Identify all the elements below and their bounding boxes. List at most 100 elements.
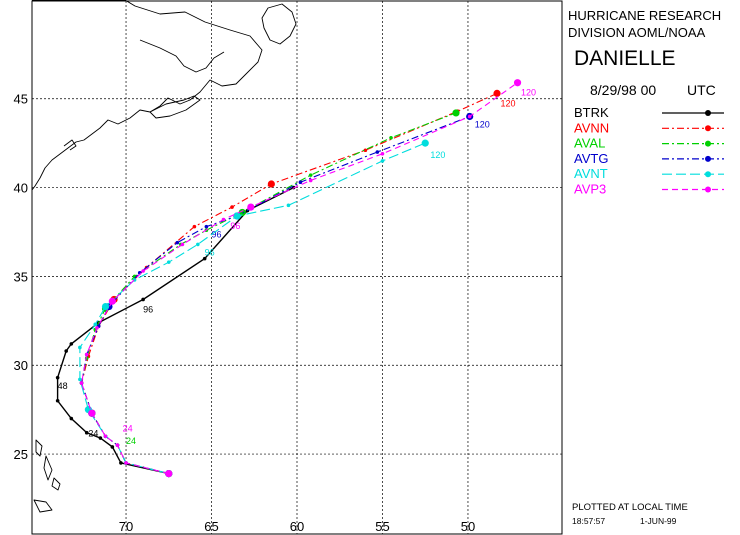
x-tick-label: 55 xyxy=(375,519,389,534)
track-point-avp3 xyxy=(513,79,522,87)
legend-marker xyxy=(705,171,711,178)
coastline-newfoundland xyxy=(261,3,297,45)
island-bahamas-1 xyxy=(35,439,43,457)
track-avp3: 120 96 24 xyxy=(79,79,536,478)
plot-date: 1-JUN-99 xyxy=(640,516,677,526)
track-point-avp3 xyxy=(115,443,120,447)
track-line-avp3 xyxy=(81,82,518,475)
track-point-avnt xyxy=(101,302,110,311)
track-point-avnt xyxy=(78,345,82,350)
track-point-btrk xyxy=(141,297,145,302)
track-point-avp3 xyxy=(308,178,313,183)
legend-marker xyxy=(705,125,711,132)
track-point-btrk xyxy=(64,349,68,353)
track-point-btrk xyxy=(84,430,89,435)
track-hour-label-avp3: 24 xyxy=(123,423,133,433)
track-point-avnn xyxy=(267,180,275,188)
x-tick-label: 50 xyxy=(461,519,475,534)
track-point-avp3 xyxy=(247,203,255,211)
track-point-btrk xyxy=(202,256,207,261)
x-tick-label: 60 xyxy=(290,519,304,534)
analysis-date: 8/29/98 00 xyxy=(590,82,656,98)
track-point-avnt xyxy=(421,139,429,147)
track-point-avp3 xyxy=(380,151,385,156)
org-line-2: DIVISION AOML/NOAA xyxy=(568,25,706,40)
track-avtg: 120 96 xyxy=(79,112,490,478)
org-line-1: HURRICANE RESEARCH xyxy=(568,8,721,23)
track-point-avnt xyxy=(380,159,385,163)
time-zone: UTC xyxy=(687,82,716,98)
track-hour-label-avp3: 120 xyxy=(521,88,536,98)
latitude-tick-labels: 25 30 35 40 45 xyxy=(14,92,28,462)
track-hour-label-avtg: 120 xyxy=(475,120,490,130)
track-point-avtg xyxy=(298,180,303,185)
longitude-tick-labels: 70 65 60 55 50 xyxy=(119,519,475,534)
coastline-cape-cod xyxy=(63,139,77,151)
track-hour-label-avp3: 96 xyxy=(230,221,240,231)
x-tick-label: 70 xyxy=(119,519,133,534)
y-tick-label: 30 xyxy=(14,358,28,373)
y-tick-label: 25 xyxy=(14,447,28,462)
legend-marker xyxy=(705,155,711,162)
legend-label: AVNT xyxy=(574,166,608,181)
track-point-avtg xyxy=(204,224,209,229)
legend-label: AVP3 xyxy=(574,182,606,197)
legend-item-avp3: AVP3 xyxy=(574,182,724,197)
track-btrk: 24 48 96 xyxy=(55,185,296,476)
track-point-avtg xyxy=(175,240,180,245)
track-avnn: 120 xyxy=(79,89,515,478)
track-point-avp3 xyxy=(124,461,128,465)
legend-label: AVTG xyxy=(574,151,608,166)
plot-time: 18:57:57 xyxy=(572,516,605,526)
legend-marker xyxy=(705,186,711,193)
track-point-avp3 xyxy=(88,409,96,417)
track-hour-label-avnn: 120 xyxy=(500,98,515,108)
track-point-avnn xyxy=(192,224,197,229)
track-point-btrk xyxy=(110,445,115,449)
legend-item-btrk: BTRK xyxy=(574,105,724,120)
track-point-avp3 xyxy=(221,217,226,222)
legend-marker xyxy=(705,110,711,116)
track-point-avnt xyxy=(166,260,171,264)
y-tick-label: 40 xyxy=(14,181,28,196)
track-line-avtg xyxy=(81,115,470,475)
track-aval: 24 xyxy=(79,109,460,478)
track-point-btrk xyxy=(55,375,60,380)
track-point-btrk xyxy=(98,436,103,440)
lat-lon-grid xyxy=(32,1,562,534)
y-tick-label: 35 xyxy=(14,269,28,284)
track-point-avnt xyxy=(93,322,98,327)
track-point-avnt xyxy=(78,377,82,382)
track-point-avp3 xyxy=(467,114,472,119)
plotted-note: PLOTTED AT LOCAL TIME xyxy=(572,502,688,513)
coastline-nova-scotia xyxy=(149,95,201,119)
map-border xyxy=(31,0,563,535)
track-point-btrk xyxy=(119,461,123,465)
track-point-aval xyxy=(452,109,460,117)
track-point-avtg xyxy=(375,150,380,154)
track-point-avnt xyxy=(196,242,200,247)
track-point-avp3 xyxy=(165,469,173,478)
x-tick-label: 65 xyxy=(204,519,218,534)
track-hour-label-avnt: 120 xyxy=(430,150,445,160)
track-point-avnt xyxy=(286,203,291,208)
y-tick-label: 45 xyxy=(14,92,28,107)
track-hour-label-avnt: 96 xyxy=(205,248,215,258)
track-point-avp3 xyxy=(84,352,89,357)
track-point-avp3 xyxy=(103,434,108,439)
track-point-btrk xyxy=(69,342,74,346)
track-point-avnt xyxy=(233,212,241,220)
legend-item-aval: AVAL xyxy=(574,136,724,151)
legend-item-avnn: AVNN xyxy=(574,120,724,135)
track-point-avnn xyxy=(363,148,368,153)
storm-name: DANIELLE xyxy=(574,47,676,70)
track-point-avp3 xyxy=(180,242,185,247)
track-point-avp3 xyxy=(95,326,99,330)
track-point-avnn xyxy=(230,205,234,209)
track-avnt: 120 96 xyxy=(78,139,445,478)
track-hour-label-btrk: 96 xyxy=(143,304,153,314)
track-point-avp3 xyxy=(141,269,145,273)
forecast-tracks: 24 48 96 120 24 120 96 120 96 120 96 24 xyxy=(55,79,536,478)
